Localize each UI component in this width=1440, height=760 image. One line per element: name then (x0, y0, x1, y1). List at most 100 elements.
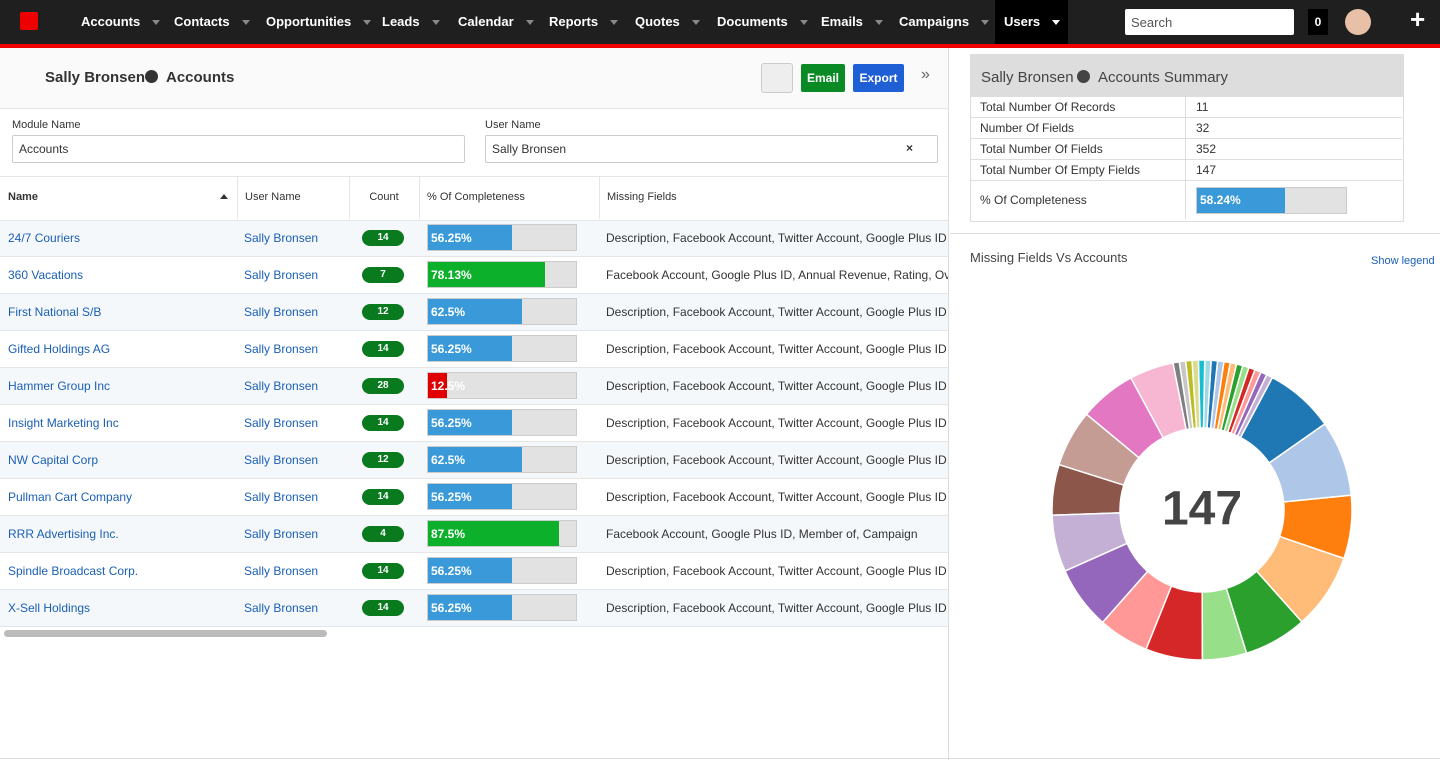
nav-caret (610, 20, 619, 26)
nav-label: Reports (549, 14, 599, 29)
col-sep (1185, 160, 1186, 181)
user-select[interactable]: Sally Bronsen × (485, 135, 938, 163)
nav-caret (1052, 20, 1061, 26)
nav-item[interactable]: Opportunities (266, 0, 372, 44)
summary-value: 352 (1196, 142, 1217, 156)
donut-segment[interactable] (1145, 585, 1204, 661)
col-sep (1185, 139, 1186, 160)
nav-caret (363, 20, 372, 26)
table-header-border (0, 176, 948, 221)
nav-item[interactable]: Reports (549, 0, 619, 44)
export-button[interactable]: Export (853, 64, 904, 92)
progress-label: 58.24% (1200, 193, 1241, 207)
nav-caret (874, 20, 883, 26)
donut-segment[interactable] (1085, 376, 1165, 459)
search-placeholder: Search (1131, 15, 1173, 30)
summary-title: Accounts Summary (1098, 69, 1229, 86)
clear-icon[interactable]: × (905, 141, 913, 155)
settings-button[interactable] (761, 63, 793, 93)
show-legend[interactable]: Show legend (1371, 255, 1435, 267)
panel-header: Sally Bronsen Accounts Email Export » (0, 48, 948, 109)
footer-line (0, 758, 1440, 759)
donut-segment[interactable] (1064, 542, 1149, 624)
chart-title: Missing Fields Vs Accounts (970, 250, 1128, 265)
email-button[interactable]: Email (801, 64, 845, 92)
donut-segment[interactable] (1101, 570, 1173, 651)
donut-segment[interactable] (1225, 570, 1304, 655)
donut-segment[interactable] (1239, 376, 1326, 464)
donut-segment[interactable] (1201, 587, 1248, 661)
summary-value: 11 (1196, 100, 1209, 114)
summary-row: Total Number Of Records 11 (970, 97, 1402, 118)
donut-segment[interactable] (1058, 413, 1140, 487)
nav-item[interactable]: Leads (382, 0, 440, 44)
nav-item[interactable]: Emails (821, 0, 883, 44)
avatar[interactable] (1345, 9, 1371, 35)
header-module: Accounts (166, 69, 235, 86)
summary-label: % Of Completeness (980, 193, 1087, 207)
summary-box: Sally Bronsen Accounts Summary (970, 54, 1404, 222)
search-box[interactable]: Search (1125, 9, 1294, 35)
filter-value: Accounts (19, 142, 69, 156)
nav-label: Contacts (174, 14, 230, 29)
nav-item[interactable]: Accounts (81, 0, 161, 44)
nav-label: Users (1004, 14, 1041, 29)
scrollbar[interactable] (4, 630, 327, 637)
summary-label: Total Number Of Records (980, 100, 1116, 114)
nav-label: Calendar (458, 14, 514, 29)
nav-caret (152, 20, 161, 26)
divider (950, 233, 1440, 234)
nav-label: Opportunities (266, 14, 352, 29)
nav-item[interactable]: Contacts (174, 0, 250, 44)
nav-item[interactable]: Documents (717, 0, 808, 44)
notification-badge[interactable]: 0 (1308, 9, 1328, 35)
nav-caret (691, 20, 700, 26)
col-sep (1185, 181, 1186, 219)
summary-row: Total Number Of Fields 352 (970, 139, 1402, 160)
donut-segment[interactable] (1051, 512, 1129, 573)
filter-label: Module Name (12, 119, 81, 131)
nav-caret (241, 20, 250, 26)
donut-segment[interactable] (1268, 422, 1353, 503)
donut-chart: 147 (1051, 359, 1353, 661)
donut-segment[interactable] (1129, 361, 1187, 439)
module-select[interactable]: Accounts (12, 135, 465, 163)
summary-row: % Of Completeness 58.24% (970, 181, 1402, 219)
add-button[interactable]: + (1410, 4, 1426, 34)
summary-label: Number Of Fields (980, 121, 1075, 135)
nav-label: Accounts (81, 14, 141, 29)
nav-caret (431, 20, 440, 26)
nav-caret (525, 20, 534, 26)
navbar: Search 0 + Accounts Contacts Opportunities… (0, 0, 1440, 48)
header-user: Sally Bronsen (45, 69, 146, 86)
summary-value: 147 (1196, 163, 1217, 177)
filter-label: User Name (485, 119, 541, 131)
nav-item[interactable]: Users (1004, 0, 1061, 44)
nav-item[interactable]: Quotes (635, 0, 700, 44)
logo[interactable] (20, 12, 38, 30)
left-panel: Sally Bronsen Accounts Email Export » Mo… (0, 48, 949, 760)
nav-label: Emails (821, 14, 863, 29)
arrow-icon (145, 70, 158, 83)
col-sep (1185, 118, 1186, 139)
nav-item[interactable]: Calendar (458, 0, 534, 44)
summary-label: Total Number Of Fields (980, 142, 1103, 156)
progress-track: 58.24% (1196, 187, 1347, 214)
col-sep (1185, 97, 1186, 118)
progress-fill (1197, 188, 1285, 213)
filter-value: Sally Bronsen (492, 142, 567, 156)
summary-row: Number Of Fields 32 (970, 118, 1402, 139)
nav-caret (981, 20, 990, 26)
collapse-button[interactable]: » (921, 66, 930, 83)
nav-label: Documents (717, 14, 788, 29)
nav-label: Campaigns (899, 14, 970, 29)
arrow-icon (1077, 70, 1090, 83)
donut-segment[interactable] (1278, 494, 1353, 560)
summary-row: Total Number Of Empty Fields 147 (970, 160, 1402, 181)
summary-header: Sally Bronsen Accounts Summary (971, 55, 1403, 97)
donut-segment[interactable] (1255, 535, 1345, 623)
donut-segment[interactable] (1051, 463, 1125, 517)
summary-user: Sally Bronsen (981, 69, 1074, 86)
nav-item[interactable]: Campaigns (899, 0, 990, 44)
